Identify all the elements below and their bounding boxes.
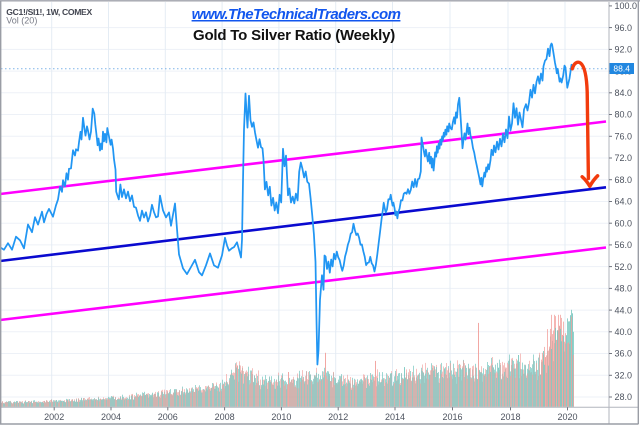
svg-text:2018: 2018 xyxy=(500,412,520,422)
svg-text:96.0: 96.0 xyxy=(615,23,633,33)
svg-text:36.0: 36.0 xyxy=(615,349,633,359)
svg-text:80.0: 80.0 xyxy=(615,110,633,120)
svg-text:92.0: 92.0 xyxy=(615,45,633,55)
svg-text:2012: 2012 xyxy=(328,412,348,422)
svg-text:52.0: 52.0 xyxy=(615,262,633,272)
svg-text:Vol (20): Vol (20) xyxy=(6,16,37,26)
svg-text:40.0: 40.0 xyxy=(615,327,633,337)
svg-text:2006: 2006 xyxy=(158,412,178,422)
svg-text:44.0: 44.0 xyxy=(615,305,633,315)
svg-text:Gold To Silver Ratio (Weekly): Gold To Silver Ratio (Weekly) xyxy=(193,27,395,44)
svg-text:2008: 2008 xyxy=(215,412,235,422)
svg-text:GC1!/SI1!, 1W, COMEX: GC1!/SI1!, 1W, COMEX xyxy=(6,7,92,17)
svg-text:2020: 2020 xyxy=(557,412,577,422)
svg-text:32.0: 32.0 xyxy=(615,371,633,381)
svg-text:56.0: 56.0 xyxy=(615,240,633,250)
svg-text:60.0: 60.0 xyxy=(615,218,633,228)
svg-text:76.0: 76.0 xyxy=(615,132,633,142)
svg-text:2016: 2016 xyxy=(442,412,462,422)
svg-text:64.0: 64.0 xyxy=(615,197,633,207)
svg-text:28.0: 28.0 xyxy=(615,392,633,402)
svg-text:2004: 2004 xyxy=(101,412,121,422)
svg-text:2002: 2002 xyxy=(44,412,64,422)
svg-text:72.0: 72.0 xyxy=(615,153,633,163)
svg-text:84.0: 84.0 xyxy=(615,88,633,98)
svg-text:www.TheTechnicalTraders.com: www.TheTechnicalTraders.com xyxy=(192,6,401,23)
svg-text:48.0: 48.0 xyxy=(615,284,633,294)
svg-text:2010: 2010 xyxy=(271,412,291,422)
svg-text:88.4: 88.4 xyxy=(613,64,630,74)
svg-text:68.0: 68.0 xyxy=(615,175,633,185)
svg-text:2014: 2014 xyxy=(385,412,405,422)
svg-text:100.0: 100.0 xyxy=(615,1,638,11)
